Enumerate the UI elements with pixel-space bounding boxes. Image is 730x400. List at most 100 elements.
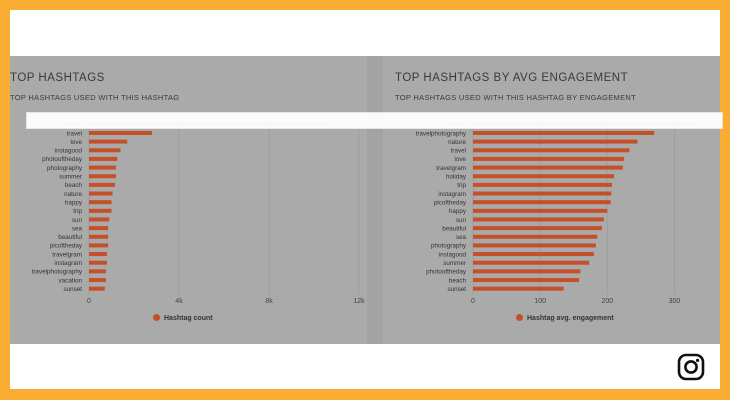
panel-title: TOP HASHTAGS [10,72,105,84]
x-tick-label: 0 [87,298,91,305]
legend-label: Hashtag count [164,315,213,322]
category-label: happy [65,199,83,206]
category-label: nature [448,139,466,146]
bar [89,269,106,274]
category-label: nature [64,191,82,198]
x-tick-label: 200 [601,298,613,305]
instagram-icon [677,353,705,381]
category-label: sea [456,234,467,241]
bar [89,182,115,187]
category-label: sun [72,217,83,224]
category-label: beach [65,182,83,189]
category-label: travelgram [52,251,82,258]
bar [89,260,107,265]
bar [473,156,625,161]
bar [473,130,655,135]
category-label: photooftheday [426,269,467,276]
bar [89,139,128,144]
category-label: travelphotography [416,130,467,137]
category-label: travelgram [436,165,466,172]
category-label: photooftheday [42,156,83,163]
bar [89,226,109,231]
bar [473,165,623,170]
bar [473,226,602,231]
bar [473,278,580,283]
bar [473,260,590,265]
legend-dot [516,314,523,321]
bar [473,182,612,187]
bar [89,148,121,153]
legend-label: Hashtag avg. engagement [527,315,614,322]
slide-frame: TOP HASHTAGS TOP HASHTAGS USED WITH THIS… [10,10,723,389]
category-label: instagram [438,191,466,198]
category-label: instagram [54,260,82,267]
category-label: photography [47,165,83,172]
category-label: holiday [446,174,467,181]
panel-subtitle: TOP HASHTAGS USED WITH THIS HASHTAG [10,93,180,102]
x-tick-label: 4k [175,298,183,305]
highlight-row-band [26,112,723,129]
bar [473,286,564,291]
x-tick-label: 0 [471,298,475,305]
bar [473,148,630,153]
bar [89,174,116,179]
top-hashtags-panel: TOP HASHTAGS TOP HASHTAGS USED WITH THIS… [10,56,367,344]
bar [89,286,105,291]
bar [473,139,638,144]
bar [473,252,594,257]
chart-legend: Hashtag count [153,314,213,322]
category-label: photography [431,243,467,250]
bar [473,243,596,248]
category-label: travel [451,148,466,155]
category-label: sunset [447,286,466,293]
category-label: trip [73,208,82,215]
category-label: travelphotography [32,269,83,276]
category-label: love [454,156,466,163]
category-label: summer [59,174,82,181]
category-label: travel [67,130,82,137]
panel-divider [367,56,383,344]
category-label: love [70,139,82,146]
category-label: sea [72,225,83,232]
hashtag-count-chart: 04k8k12kholidaytravelloveinstagoodphotoo… [32,116,365,305]
category-label: summer [443,260,466,267]
category-label: beautiful [442,225,466,232]
category-label: instagood [439,251,467,258]
bar [473,191,612,196]
category-label: beach [449,277,467,284]
bar [89,278,106,283]
bar [473,200,611,205]
bar [89,252,107,257]
bar [473,174,614,179]
x-tick-label: 8k [265,298,273,305]
bar [89,165,116,170]
legend-dot [153,314,160,321]
bar [473,269,581,274]
panel-subtitle: TOP HASHTAGS USED WITH THIS HASHTAG BY E… [395,93,636,102]
bar [89,234,109,239]
category-label: picoftheday [434,199,467,206]
category-label: vacation [59,277,83,284]
category-label: beautiful [58,234,82,241]
bar [89,156,118,161]
category-label: sun [456,217,467,224]
x-tick-label: 12k [353,298,365,305]
bar [473,234,598,239]
bar [473,217,604,222]
category-label: trip [457,182,466,189]
bar [89,191,113,196]
bar [89,208,112,213]
category-label: picoftheday [50,243,83,250]
chart-legend: Hashtag avg. engagement [516,314,614,322]
bar [89,243,109,248]
dashboard-area: TOP HASHTAGS TOP HASHTAGS USED WITH THIS… [10,56,720,344]
bar [473,208,608,213]
x-tick-label: 100 [534,298,546,305]
x-tick-label: 300 [669,298,681,305]
hashtag-engagement-chart: 0100200300vacationtravelphotographynatur… [416,116,698,305]
category-label: instagood [55,148,83,155]
bar [89,130,152,135]
bar [89,217,110,222]
bar [89,200,112,205]
category-label: sunset [63,286,82,293]
